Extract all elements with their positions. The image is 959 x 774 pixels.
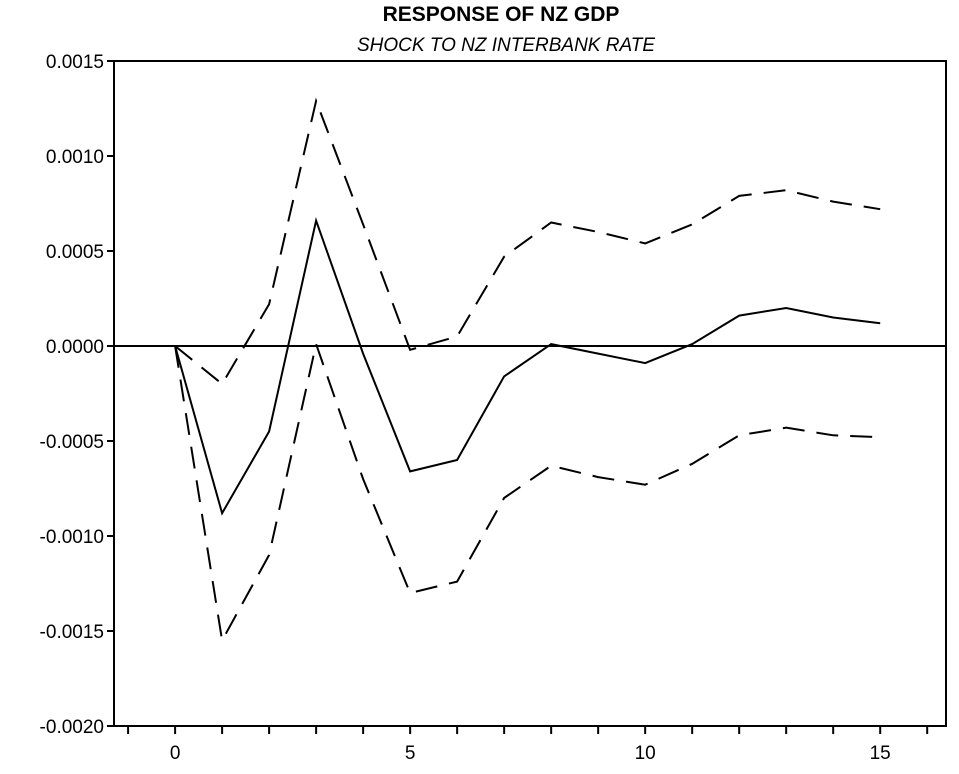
lower-confidence-band-line xyxy=(174,340,881,644)
y-tick-label: 0.0010 xyxy=(46,147,104,168)
y-tick-label: 0.0005 xyxy=(46,242,104,263)
chart-title: RESPONSE OF NZ GDP xyxy=(383,3,620,26)
plot-frame xyxy=(113,60,947,727)
y-tick-label: -0.0020 xyxy=(40,717,104,738)
y-tick-label: 0.0015 xyxy=(46,52,104,73)
chart-subtitle: SHOCK TO NZ INTERBANK RATE xyxy=(357,35,655,56)
x-tick-label: 0 xyxy=(170,743,181,764)
axes xyxy=(107,60,947,734)
impulse-response-line xyxy=(174,216,881,516)
x-tick-label: 10 xyxy=(635,743,656,764)
y-tick-label: 0.0000 xyxy=(46,337,104,358)
x-tick-label: 15 xyxy=(870,743,891,764)
y-tick-label: -0.0010 xyxy=(40,527,104,548)
upper-confidence-band-line xyxy=(174,97,881,386)
series-group xyxy=(174,97,881,644)
x-tick-label: 5 xyxy=(405,743,416,764)
y-tick-label: -0.0015 xyxy=(40,622,104,643)
y-tick-label: -0.0005 xyxy=(40,432,104,453)
tick-labels: -0.0020 -0.0015 -0.0010 -0.0005 0.0000 0.0005… xyxy=(40,52,891,764)
